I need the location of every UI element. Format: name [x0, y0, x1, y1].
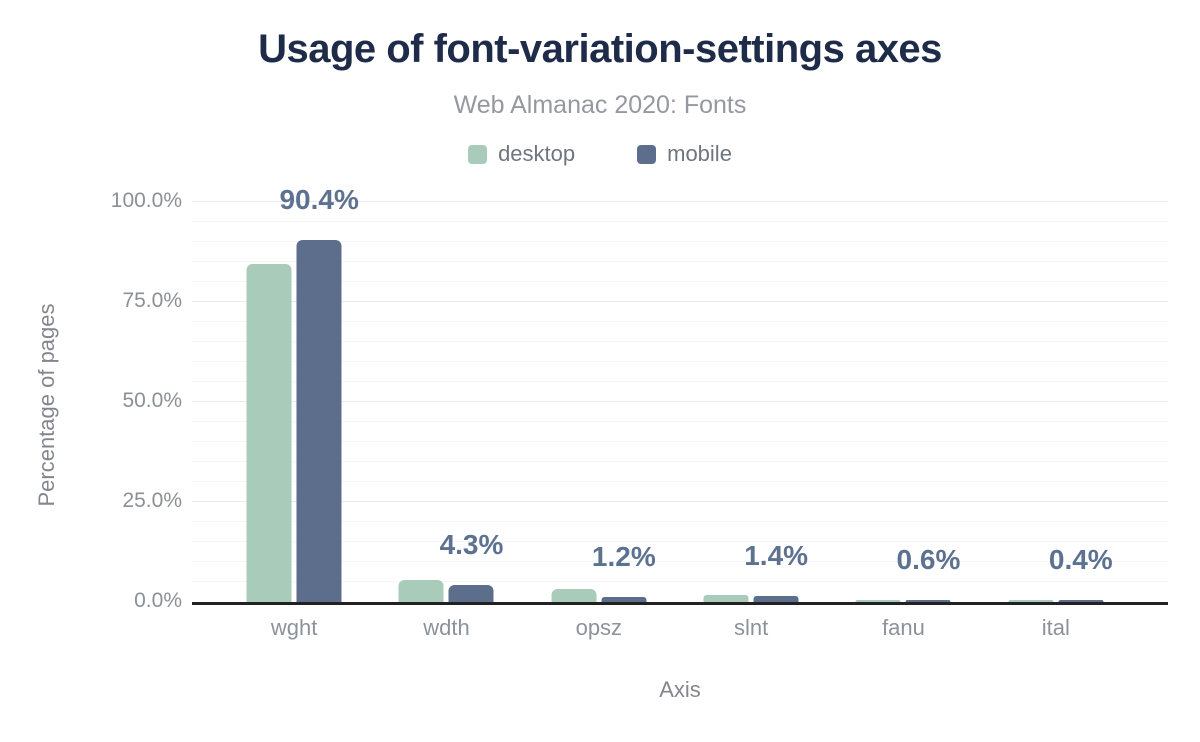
- legend-item-mobile: mobile: [637, 141, 732, 167]
- gridline-minor-95: [192, 221, 1168, 222]
- legend-label-mobile: mobile: [667, 141, 732, 166]
- value-label-wght: 90.4%: [279, 184, 359, 216]
- plot-area: 0.0% 25.0% 50.0% 75.0% 100.0% 90.4% wght 4.3% wd…: [111, 186, 1168, 639]
- bar-mobile-wdth[interactable]: [448, 584, 494, 602]
- bar-pair-fanu: [855, 599, 951, 602]
- category-ital: 0.4% ital: [980, 205, 1132, 639]
- x-tick-wght: wght: [270, 615, 318, 640]
- bar-desktop-fanu[interactable]: [855, 600, 901, 602]
- bar-desktop-wdth[interactable]: [398, 580, 444, 602]
- legend-item-desktop: desktop: [468, 141, 575, 167]
- category-opsz: 1.2% opsz: [523, 205, 675, 639]
- x-tick-opsz: opsz: [575, 615, 623, 640]
- y-tick-75.0%: 75.0%: [122, 289, 182, 312]
- value-label-ital: 0.4%: [1048, 544, 1113, 576]
- gridline-minor-55: [192, 381, 1168, 382]
- y-axis-title: Percentage of pages: [34, 303, 59, 507]
- bar-mobile-wght[interactable]: [296, 240, 342, 602]
- x-tick-wdth: wdth: [423, 615, 470, 640]
- bar-mobile-slnt[interactable]: [753, 596, 799, 602]
- category-wdth: 4.3% wdth: [370, 205, 522, 639]
- category-fanu: 0.6% fanu: [827, 205, 979, 639]
- y-tick-25.0%: 25.0%: [122, 489, 182, 512]
- category-wght: 90.4% wght: [218, 186, 370, 639]
- gridline-minor-45: [192, 421, 1168, 422]
- bar-pair-slnt: [703, 595, 799, 602]
- bar-pair-wght: [246, 240, 342, 602]
- gridline-minor-40: [192, 441, 1168, 442]
- value-label-opsz: 1.2%: [591, 541, 656, 573]
- bands: 90.4% wght 4.3% wdth 1.2% opsz 1.4% slnt 0.6% fan…: [218, 186, 1132, 639]
- bar-pair-opsz: [551, 588, 647, 602]
- category-slnt: 1.4% slnt: [675, 205, 827, 639]
- bar-desktop-opsz[interactable]: [551, 588, 597, 602]
- gridline-minor-70: [192, 321, 1168, 322]
- chart-subtitle: Web Almanac 2020: Fonts: [453, 91, 747, 119]
- gridline-minor-30: [192, 481, 1168, 482]
- gridline-major-50: [192, 401, 1168, 402]
- y-tick-100.0%: 100.0%: [110, 189, 182, 212]
- gridline-minor-20: [192, 521, 1168, 522]
- bar-mobile-ital[interactable]: [1058, 600, 1104, 602]
- mobile-swatch-icon: [637, 144, 657, 164]
- x-tick-slnt: slnt: [734, 615, 769, 640]
- bar-desktop-ital[interactable]: [1008, 599, 1054, 602]
- y-tick-50.0%: 50.0%: [122, 389, 182, 412]
- x-axis-title: Axis: [659, 677, 701, 702]
- x-tick-fanu: fanu: [882, 615, 925, 640]
- gridline-minor-15: [192, 541, 1168, 542]
- gridline-major-75: [192, 301, 1168, 302]
- bar-desktop-wght[interactable]: [246, 264, 292, 602]
- gridline-major-100: [192, 201, 1168, 202]
- gridline-minor-90: [192, 241, 1168, 242]
- gridline-minor-35: [192, 461, 1168, 462]
- legend-label-desktop: desktop: [498, 141, 576, 166]
- gridline-minor-80: [192, 281, 1168, 282]
- bar-mobile-opsz[interactable]: [601, 597, 647, 602]
- bar-pair-ital: [1008, 599, 1104, 602]
- gridline-major-25: [192, 501, 1168, 502]
- chart-title: Usage of font-variation-settings axes: [258, 27, 942, 71]
- desktop-swatch-icon: [468, 144, 488, 164]
- bar-pair-wdth: [398, 580, 494, 602]
- gridline-minor-60: [192, 361, 1168, 362]
- legend: desktop mobile: [0, 141, 1200, 167]
- gridline-minor-10: [192, 561, 1168, 562]
- bar-mobile-fanu[interactable]: [905, 599, 951, 602]
- value-label-slnt: 1.4%: [744, 540, 809, 572]
- value-label-wdth: 4.3%: [439, 528, 504, 560]
- gridline-minor-85: [192, 261, 1168, 262]
- value-label-fanu: 0.6%: [896, 543, 961, 575]
- gridline-minor-65: [192, 341, 1168, 342]
- bar-desktop-slnt[interactable]: [703, 595, 749, 602]
- x-tick-ital: ital: [1041, 615, 1070, 640]
- gridline-minor-5: [192, 581, 1168, 582]
- y-tick-0.0%: 0.0%: [134, 589, 182, 612]
